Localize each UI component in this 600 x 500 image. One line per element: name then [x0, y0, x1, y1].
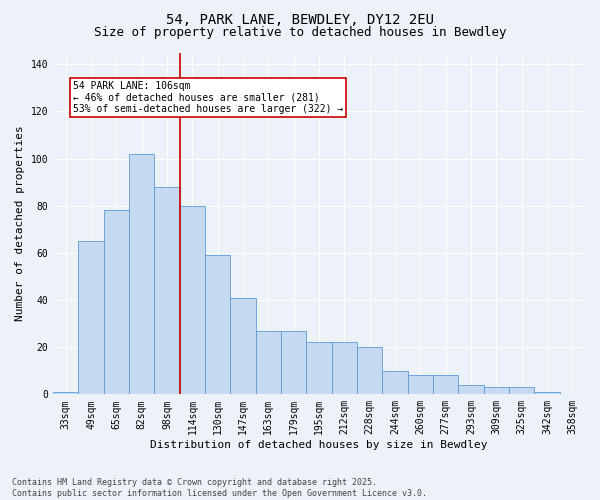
Text: 54 PARK LANE: 106sqm
← 46% of detached houses are smaller (281)
53% of semi-deta: 54 PARK LANE: 106sqm ← 46% of detached h… [73, 81, 344, 114]
Bar [307, 342, 332, 394]
Bar [179, 206, 205, 394]
Bar [79, 241, 104, 394]
Y-axis label: Number of detached properties: Number of detached properties [15, 126, 25, 322]
Bar [129, 154, 154, 394]
Bar [407, 376, 433, 394]
Text: 54, PARK LANE, BEWDLEY, DY12 2EU: 54, PARK LANE, BEWDLEY, DY12 2EU [166, 12, 434, 26]
Bar [281, 330, 307, 394]
Bar [230, 298, 256, 394]
Bar [332, 342, 357, 394]
Bar [154, 187, 179, 394]
Bar [382, 371, 407, 394]
Bar [256, 330, 281, 394]
Text: Size of property relative to detached houses in Bewdley: Size of property relative to detached ho… [94, 26, 506, 39]
Bar [484, 388, 509, 394]
Bar [357, 347, 382, 395]
Bar [104, 210, 129, 394]
Bar [53, 392, 79, 394]
X-axis label: Distribution of detached houses by size in Bewdley: Distribution of detached houses by size … [150, 440, 488, 450]
Bar [535, 392, 560, 394]
Bar [509, 388, 535, 394]
Bar [433, 376, 458, 394]
Bar [205, 255, 230, 394]
Bar [458, 385, 484, 394]
Text: Contains HM Land Registry data © Crown copyright and database right 2025.
Contai: Contains HM Land Registry data © Crown c… [12, 478, 427, 498]
